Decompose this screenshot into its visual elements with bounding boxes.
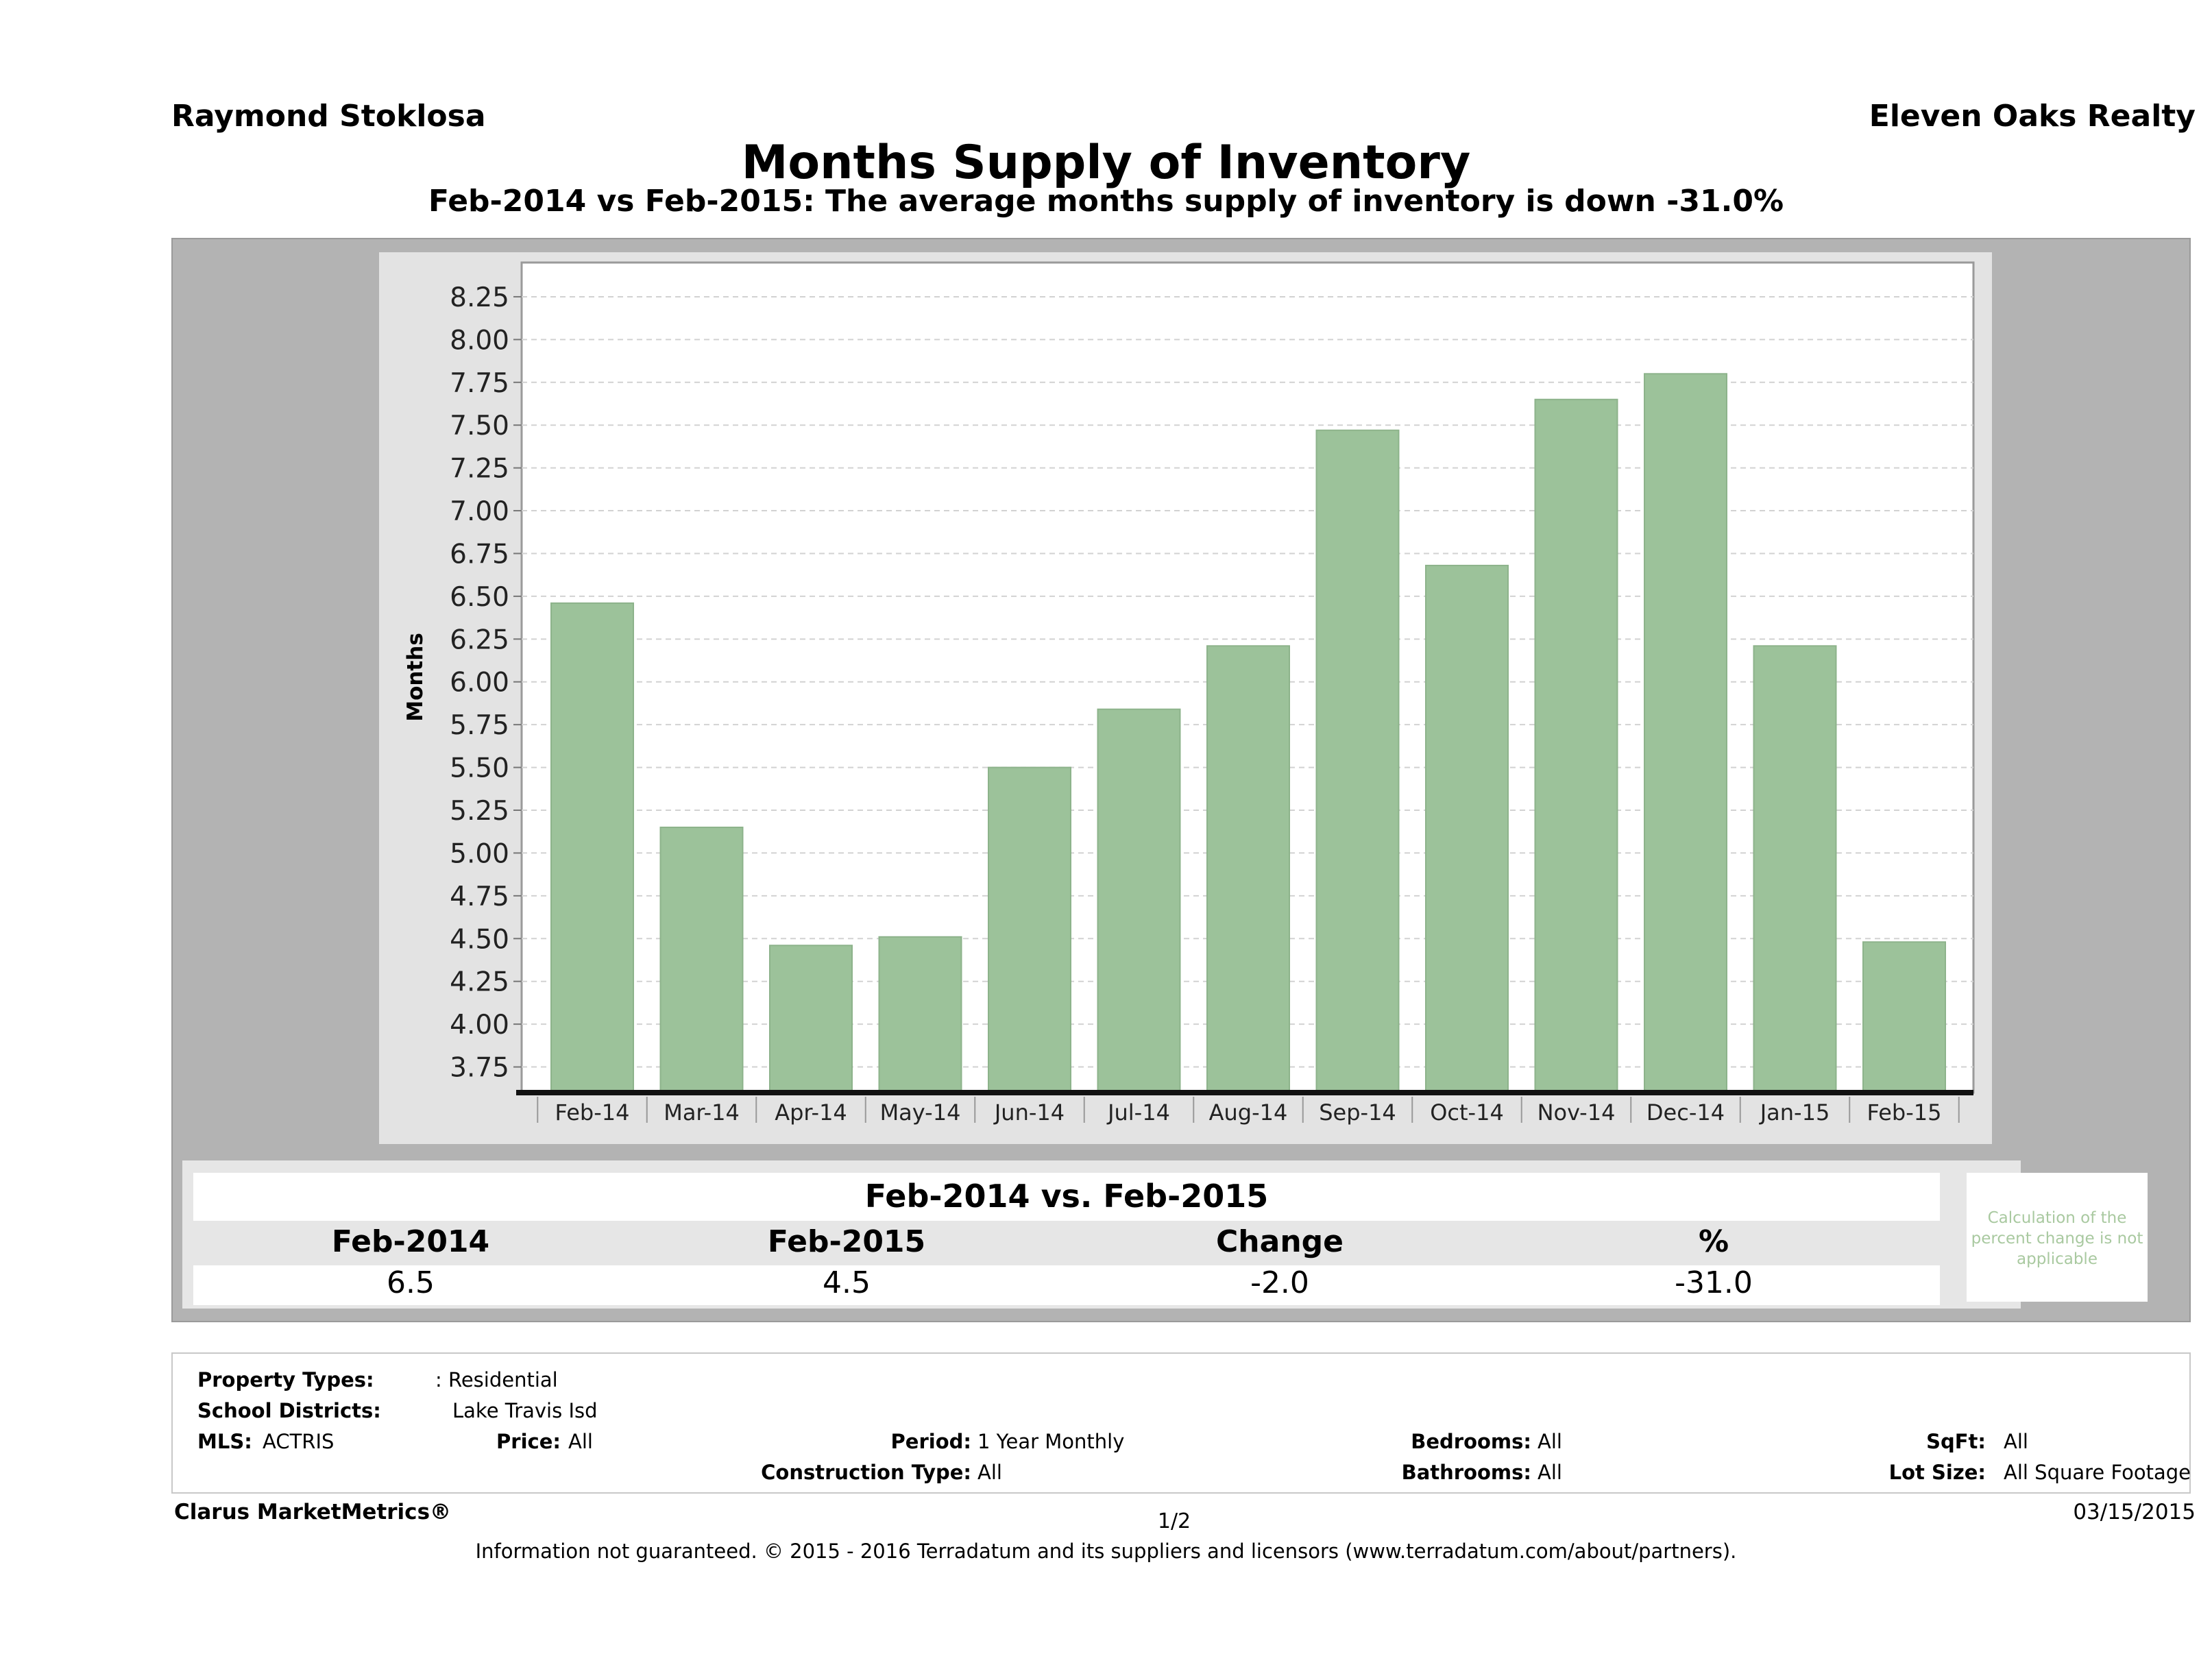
bar-chart: 3.75 4.00 4.25 4.50 4.75 5.00 5.25 5.50 5.75 6.00… — [403, 261, 1975, 1126]
y-tick-label: 7.75 — [450, 368, 509, 399]
y-tick-label: 8.25 — [450, 282, 509, 313]
bedrooms-label: Bedrooms: — [1411, 1430, 1531, 1453]
x-tick-label: Feb-15 — [1867, 1099, 1942, 1126]
y-tick-label: 5.50 — [450, 753, 509, 784]
bar-Jun-14 — [988, 766, 1071, 1094]
x-tick-label: Apr-14 — [775, 1099, 847, 1126]
property-types-label: Property Types: — [197, 1368, 374, 1391]
y-tick-label: 4.75 — [450, 881, 509, 912]
report-date: 03/15/2015 — [2073, 1500, 2196, 1524]
x-tick-label: May-14 — [880, 1099, 961, 1126]
y-tick-label: 4.25 — [450, 967, 509, 998]
bar-Aug-14 — [1206, 645, 1290, 1093]
x-tick-label: Aug-14 — [1209, 1099, 1288, 1126]
mls-label: MLS: — [197, 1430, 252, 1453]
y-tick-label: 5.00 — [450, 838, 509, 869]
summary-value-change: -2.0 — [1250, 1265, 1309, 1300]
percent-note-box — [1967, 1173, 2148, 1302]
disclaimer: Information not guaranteed. © 2015 - 201… — [475, 1540, 1737, 1563]
summary-title: Feb-2014 vs. Feb-2015 — [864, 1178, 1269, 1215]
chart-title: Months Supply of Inventory — [741, 136, 1471, 190]
price-value: All — [568, 1430, 593, 1453]
company-name: Eleven Oaks Realty — [1869, 99, 2196, 134]
percent-note: Calculation of the percent change is not… — [1971, 1209, 2143, 1268]
bathrooms-value: All — [1538, 1461, 1562, 1484]
bar-Dec-14 — [1644, 373, 1727, 1094]
x-tick-label: Feb-14 — [555, 1099, 630, 1126]
y-tick-label: 5.75 — [450, 710, 509, 741]
page-number: 1/2 — [1157, 1509, 1191, 1533]
price-label: Price: — [496, 1430, 561, 1453]
school-districts-value: Lake Travis Isd — [452, 1399, 598, 1422]
bar-Feb-14 — [550, 602, 634, 1093]
lot-size-value: All Square Footage — [2004, 1461, 2191, 1484]
summary-header-start: Feb-2014 — [331, 1224, 490, 1259]
y-tick-label: 4.00 — [450, 1010, 509, 1041]
x-tick-label: Nov-14 — [1538, 1099, 1616, 1126]
summary-value-end: 4.5 — [823, 1265, 871, 1300]
footer-brand: Clarus MarketMetrics® — [174, 1500, 452, 1524]
y-tick-label: 7.25 — [450, 454, 509, 485]
bar-Apr-14 — [769, 945, 853, 1094]
bar-Jul-14 — [1097, 708, 1181, 1093]
sqft-value: All — [2004, 1430, 2028, 1453]
lot-size-label: Lot Size: — [1888, 1461, 1986, 1484]
y-tick-label: 5.25 — [450, 796, 509, 827]
bar-Sep-14 — [1315, 429, 1400, 1093]
summary-header-change: Change — [1216, 1224, 1344, 1259]
x-tick-label: Jul-14 — [1106, 1099, 1170, 1126]
construction-type-label: Construction Type: — [761, 1461, 971, 1484]
y-tick-label: 6.25 — [450, 624, 509, 655]
mls-value: ACTRIS — [263, 1430, 335, 1453]
sqft-label: SqFt: — [1926, 1430, 1986, 1453]
period-label: Period: — [890, 1430, 971, 1453]
x-tick-label: Jan-15 — [1759, 1099, 1830, 1126]
agent-name: Raymond Stoklosa — [171, 99, 486, 134]
bedrooms-value: All — [1538, 1430, 1562, 1453]
y-tick-label: 4.50 — [450, 924, 509, 955]
bar-Oct-14 — [1425, 564, 1509, 1093]
summary-value-row — [193, 1265, 1940, 1305]
summary-value-start: 6.5 — [387, 1265, 435, 1300]
summary-title-row — [193, 1173, 1940, 1221]
y-tick-label: 7.50 — [450, 411, 509, 441]
school-districts-label: School Districts: — [197, 1399, 381, 1422]
bar-Mar-14 — [659, 826, 744, 1093]
bathrooms-label: Bathrooms: — [1401, 1461, 1531, 1484]
y-tick-label: 6.50 — [450, 582, 509, 613]
x-tick-label: Oct-14 — [1430, 1099, 1504, 1126]
bar-Jan-15 — [1753, 645, 1837, 1093]
bar-May-14 — [878, 936, 962, 1093]
x-tick-label: Dec-14 — [1646, 1099, 1725, 1126]
bar-Feb-15 — [1862, 941, 1946, 1093]
y-tick-label: 8.00 — [450, 325, 509, 356]
construction-type-value: All — [977, 1461, 1002, 1484]
x-tick-label: Sep-14 — [1319, 1099, 1396, 1126]
x-tick-label: Jun-14 — [993, 1099, 1065, 1126]
search-criteria — [171, 1352, 2191, 1494]
summary-header-end: Feb-2015 — [767, 1224, 926, 1259]
y-tick-label: 6.75 — [450, 539, 509, 570]
property-types-value: : Residential — [435, 1368, 558, 1391]
chart-subtitle: Feb-2014 vs Feb-2015: The average months… — [428, 184, 1784, 219]
bar-Nov-14 — [1534, 398, 1618, 1094]
period-value: 1 Year Monthly — [977, 1430, 1125, 1453]
y-tick-label: 7.00 — [450, 496, 509, 527]
summary-value-percent: -31.0 — [1675, 1265, 1753, 1300]
x-tick-label: Mar-14 — [664, 1099, 740, 1126]
summary-header-percent: % — [1698, 1224, 1729, 1259]
y-axis-label: Months — [403, 633, 428, 722]
y-tick-label: 6.00 — [450, 668, 509, 698]
y-tick-label: 3.75 — [450, 1053, 509, 1084]
